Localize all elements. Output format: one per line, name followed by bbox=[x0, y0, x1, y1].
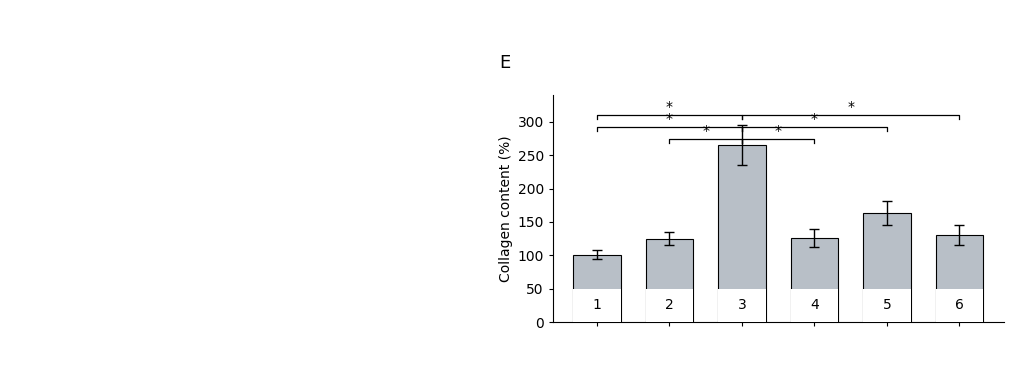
Text: 4: 4 bbox=[810, 298, 819, 313]
Text: 6: 6 bbox=[955, 298, 964, 313]
Bar bbox=[646, 239, 693, 322]
Bar bbox=[791, 238, 838, 322]
Bar bbox=[936, 289, 983, 322]
Bar bbox=[573, 289, 621, 322]
Text: 3: 3 bbox=[737, 298, 746, 313]
Bar bbox=[719, 145, 766, 322]
Text: *: * bbox=[666, 100, 673, 114]
Text: *: * bbox=[811, 112, 818, 126]
Text: 2: 2 bbox=[666, 298, 674, 313]
Bar bbox=[646, 289, 693, 322]
Text: *: * bbox=[666, 112, 673, 126]
Text: E: E bbox=[499, 54, 510, 72]
Text: *: * bbox=[847, 100, 854, 114]
Bar bbox=[719, 289, 766, 322]
Y-axis label: Collagen content (%): Collagen content (%) bbox=[500, 135, 513, 282]
Text: 5: 5 bbox=[883, 298, 891, 313]
Bar bbox=[863, 289, 910, 322]
Bar bbox=[863, 213, 910, 322]
Bar bbox=[936, 235, 983, 322]
Bar bbox=[573, 255, 621, 322]
Text: 1: 1 bbox=[593, 298, 601, 313]
Text: *: * bbox=[775, 124, 781, 138]
Text: *: * bbox=[702, 124, 710, 138]
Bar bbox=[791, 289, 838, 322]
